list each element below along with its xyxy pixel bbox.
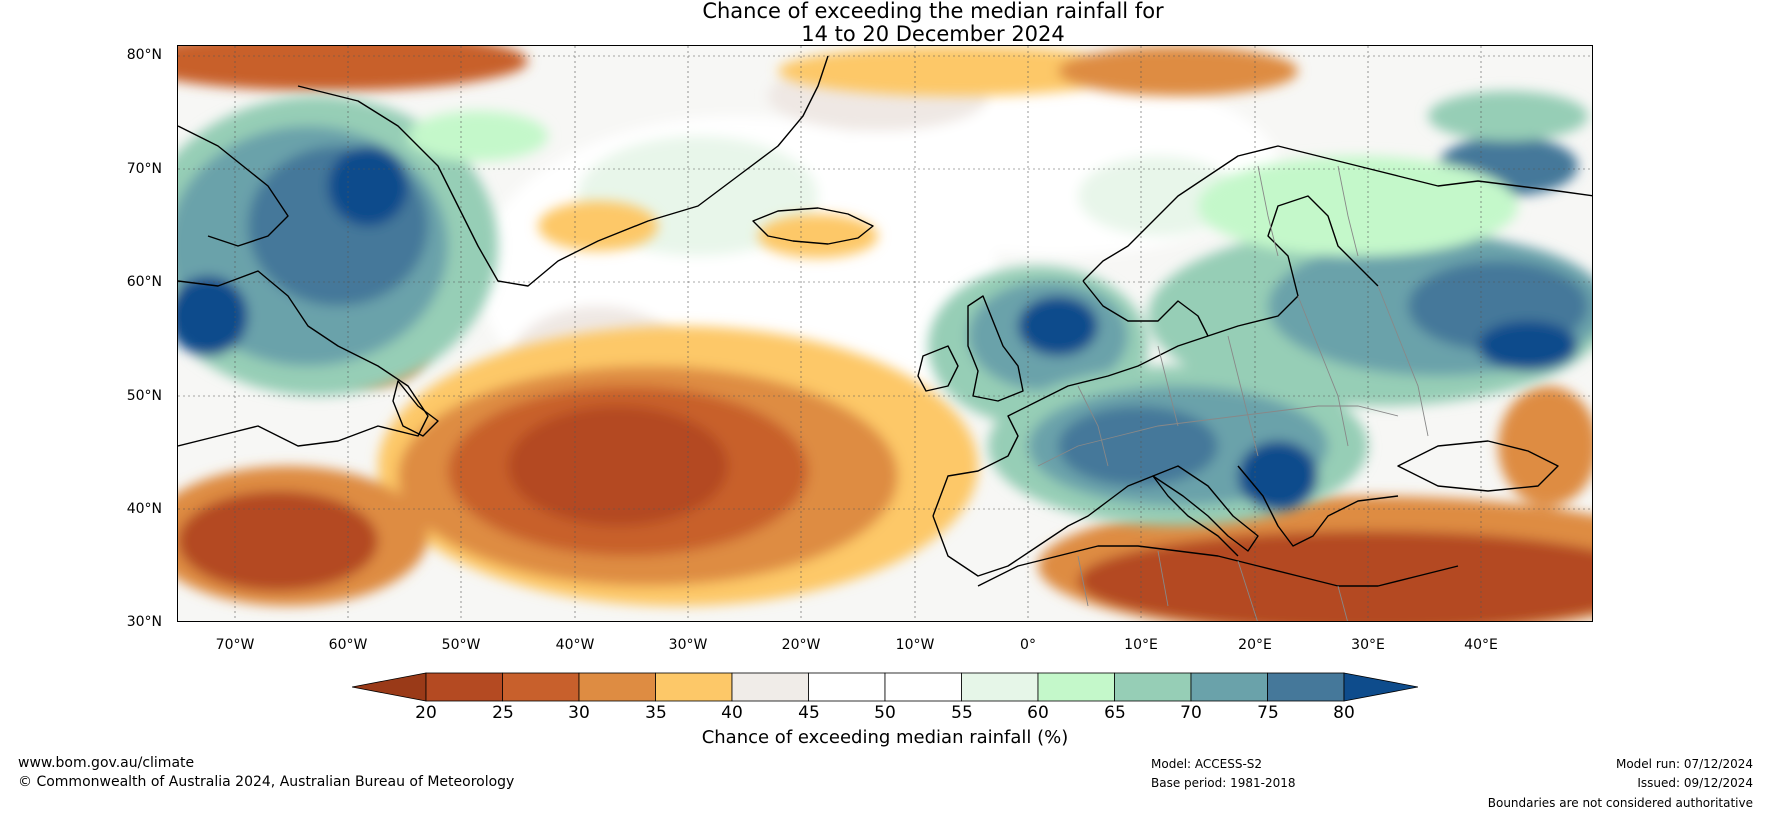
colorbar-tick-80: 80 — [1333, 703, 1355, 723]
colorbar-title: Chance of exceeding median rainfall (%) — [701, 727, 1069, 748]
wet-anomaly-regions — [178, 91, 1592, 526]
lon-label-50w: 50°W — [441, 637, 481, 653]
colorbar-tick-25: 25 — [492, 703, 514, 723]
lon-label-60w: 60°W — [328, 637, 368, 653]
colorbar-cell — [1267, 672, 1345, 702]
lon-label-40w: 40°W — [555, 637, 595, 653]
lon-label-10w: 10°W — [895, 637, 935, 653]
lat-label-60n: 60°N — [126, 274, 162, 290]
colorbar-tick-40: 40 — [721, 703, 743, 723]
colorbar-tick-35: 35 — [645, 703, 667, 723]
colorbar-cell — [961, 672, 1039, 702]
colorbar-extend-high — [1343, 672, 1419, 702]
colorbar-svg — [351, 672, 1419, 702]
colorbar-cell — [1037, 672, 1115, 702]
colorbar-tick-50: 50 — [874, 703, 896, 723]
lon-label-30w: 30°W — [668, 637, 708, 653]
footer-url: www.bom.gov.au/climate — [18, 755, 195, 771]
colorbar-tick-70: 70 — [1180, 703, 1202, 723]
lat-label-80n: 80°N — [126, 47, 162, 63]
chart-title-line-1: Chance of exceeding the median rainfall … — [702, 0, 1164, 23]
colorbar-cell — [578, 672, 656, 702]
graticule — [178, 46, 1592, 621]
lon-label-30e: 30°E — [1351, 637, 1385, 653]
rainfall-map — [177, 45, 1593, 622]
lon-label-0: 0° — [1020, 637, 1036, 653]
colorbar-tick-55: 55 — [951, 703, 973, 723]
lon-label-40e: 40°E — [1464, 637, 1498, 653]
colorbar-tick-65: 65 — [1104, 703, 1126, 723]
colorbar-tick-30: 30 — [568, 703, 590, 723]
footer-disclaimer: Boundaries are not considered authoritat… — [1487, 796, 1753, 810]
colorbar-cell — [1190, 672, 1268, 702]
colorbar — [351, 671, 1419, 703]
colorbar-cell — [655, 672, 733, 702]
lon-label-20w: 20°W — [781, 637, 821, 653]
lat-label-30n: 30°N — [126, 614, 162, 630]
lat-label-70n: 70°N — [126, 161, 162, 177]
footer-model: Model: ACCESS-S2 — [1151, 757, 1263, 771]
colorbar-cell — [425, 672, 503, 702]
lon-label-20e: 20°E — [1238, 637, 1272, 653]
lon-label-70w: 70°W — [215, 637, 255, 653]
colorbar-tick-20: 20 — [415, 703, 437, 723]
lat-label-40n: 40°N — [126, 501, 162, 517]
colorbar-cell — [808, 672, 886, 702]
country-borders — [1037, 165, 1429, 621]
lon-label-10e: 10°E — [1124, 637, 1158, 653]
rainfall-map-svg — [178, 46, 1592, 621]
colorbar-tick-60: 60 — [1027, 703, 1049, 723]
colorbar-extend-low — [351, 672, 427, 702]
lat-label-50n: 50°N — [126, 388, 162, 404]
footer-copyright: © Commonwealth of Australia 2024, Austra… — [18, 774, 515, 790]
chart-title-line-2: 14 to 20 December 2024 — [801, 22, 1065, 46]
colorbar-cell — [502, 672, 580, 702]
footer-model-run: Model run: 07/12/2024 — [1615, 757, 1753, 771]
colorbar-cell — [731, 672, 809, 702]
colorbar-tick-75: 75 — [1257, 703, 1279, 723]
colorbar-cell — [1114, 672, 1192, 702]
coastlines — [178, 55, 1592, 587]
footer-base-period: Base period: 1981-2018 — [1151, 776, 1296, 790]
colorbar-cell — [884, 672, 962, 702]
footer-issued: Issued: 09/12/2024 — [1637, 776, 1753, 790]
colorbar-tick-45: 45 — [798, 703, 820, 723]
colorbar-cells — [351, 672, 1419, 702]
